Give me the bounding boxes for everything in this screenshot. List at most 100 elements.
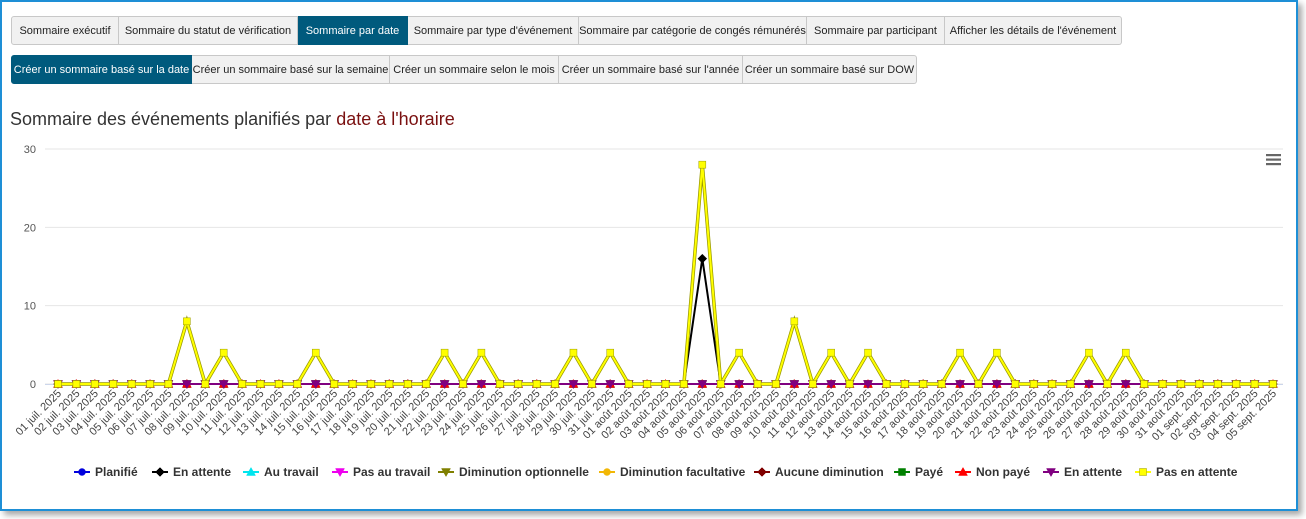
- legend-label: Diminution facultative: [620, 465, 746, 479]
- legend-item[interactable]: Diminution optionnelle: [438, 465, 589, 479]
- data-point: [772, 380, 780, 388]
- data-point: [459, 380, 467, 388]
- data-point: [72, 380, 81, 388]
- data-point: [439, 380, 450, 390]
- tab[interactable]: Créer un sommaire basé sur DOW: [743, 55, 917, 84]
- data-point: [1140, 380, 1148, 388]
- data-point: [993, 348, 1001, 357]
- data-point: [385, 380, 394, 388]
- data-point: [753, 380, 762, 388]
- legend-item[interactable]: Planifié: [74, 465, 138, 479]
- tab[interactable]: Sommaire par participant: [807, 16, 945, 45]
- data-point: [826, 380, 837, 390]
- data-point: [901, 380, 909, 388]
- data-point: [1103, 380, 1112, 388]
- data-point: [201, 380, 210, 388]
- legend-symbol: [1046, 468, 1056, 478]
- menu-bar: [1266, 158, 1281, 161]
- data-point: [569, 348, 578, 357]
- data-point: [477, 348, 486, 357]
- data-point: [91, 380, 99, 388]
- data-point: [181, 380, 192, 390]
- tab[interactable]: Sommaire exécutif: [11, 16, 119, 45]
- legend-item[interactable]: Aucune diminution: [754, 465, 884, 479]
- data-point: [606, 348, 615, 357]
- y-tick-label: 30: [24, 144, 36, 156]
- tab[interactable]: Sommaire du statut de vérification: [119, 16, 298, 45]
- primary-tabs: Sommaire exécutif Sommaire du statut de v…: [11, 16, 1122, 45]
- tab[interactable]: Sommaire par date: [298, 16, 408, 45]
- menu-bar: [1266, 154, 1281, 157]
- data-point: [1269, 380, 1277, 388]
- data-point: [716, 380, 725, 388]
- data-point: [164, 380, 173, 388]
- y-tick-label: 10: [24, 301, 36, 313]
- tab[interactable]: Sommaire par catégorie de congés rémunér…: [579, 16, 807, 45]
- tab[interactable]: Créer un sommaire basé sur l'année: [559, 55, 743, 84]
- data-point: [568, 380, 579, 390]
- data-point: [551, 380, 559, 388]
- legend-item[interactable]: Pas en attente: [1135, 465, 1238, 479]
- legend-label: Au travail: [264, 465, 319, 479]
- data-point: [275, 380, 283, 388]
- data-point: [404, 380, 412, 388]
- data-point: [1120, 380, 1131, 390]
- tab[interactable]: Sommaire par type d'événement: [408, 16, 579, 45]
- tab[interactable]: Créer un sommaire basé sur la semaine: [192, 55, 390, 84]
- data-point: [1214, 380, 1222, 388]
- data-point: [605, 380, 616, 390]
- data-point: [367, 380, 375, 388]
- series: [54, 160, 1277, 390]
- data-point: [643, 380, 651, 388]
- tab[interactable]: Créer un sommaire basé sur la date: [11, 55, 192, 84]
- data-point: [790, 317, 799, 326]
- tab[interactable]: Créer un sommaire selon le mois: [390, 55, 559, 84]
- legend-label: Payé: [915, 465, 943, 479]
- title-text: Sommaire des événements planifiés par: [10, 109, 332, 129]
- data-point: [127, 380, 136, 388]
- data-point: [109, 380, 117, 388]
- legend-item[interactable]: Payé: [894, 465, 943, 479]
- data-point: [238, 380, 246, 388]
- legend-symbol: [441, 468, 451, 478]
- legend-item[interactable]: En attente: [152, 465, 231, 479]
- y-tick-label: 20: [24, 222, 36, 234]
- data-point: [1177, 380, 1185, 388]
- legend-item[interactable]: Pas au travail: [332, 465, 430, 479]
- legend-symbol: [757, 467, 767, 477]
- legend-label: En attente: [1064, 465, 1122, 479]
- data-point: [330, 380, 338, 388]
- legend-item[interactable]: Au travail: [243, 465, 319, 479]
- data-point: [809, 380, 817, 388]
- legend-symbol: [603, 468, 611, 476]
- data-point: [1029, 380, 1038, 388]
- data-point: [293, 380, 302, 388]
- data-point: [734, 380, 745, 390]
- legend-symbol: [335, 468, 345, 478]
- series-line: [58, 258, 1273, 385]
- tab[interactable]: Afficher les détails de l'événement: [945, 16, 1122, 45]
- legend-item[interactable]: Diminution facultative: [599, 465, 746, 479]
- data-point: [54, 380, 62, 388]
- data-point: [845, 380, 854, 388]
- data-point: [991, 380, 1002, 390]
- data-point: [514, 380, 522, 388]
- data-point: [1085, 348, 1093, 357]
- data-point: [476, 380, 487, 390]
- data-point: [218, 380, 229, 390]
- data-point: [863, 380, 873, 390]
- data-point: [496, 380, 504, 388]
- menu-button[interactable]: [1266, 154, 1281, 166]
- data-point: [1083, 380, 1094, 390]
- data-point: [789, 380, 800, 390]
- data-point: [956, 348, 964, 357]
- legend-item[interactable]: Non payé: [955, 465, 1030, 479]
- data-point: [422, 380, 430, 388]
- y-tick-label: 0: [30, 379, 36, 391]
- series: [53, 253, 1278, 389]
- data-point: [661, 380, 670, 388]
- legend-item[interactable]: En attente: [1043, 465, 1122, 479]
- legend-label: Aucune diminution: [775, 465, 884, 479]
- legend-symbol: [1139, 468, 1147, 476]
